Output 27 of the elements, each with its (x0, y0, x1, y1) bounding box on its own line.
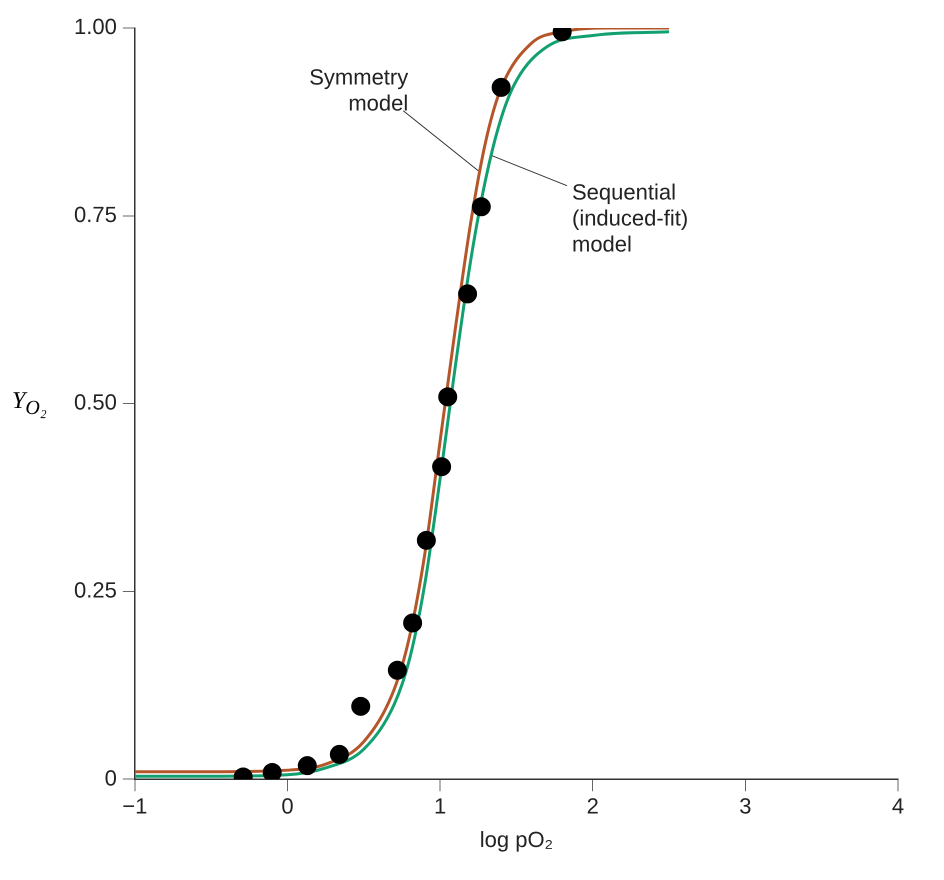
point (262, 762, 282, 780)
point (330, 744, 349, 764)
point (403, 613, 422, 632)
y-tick-label: 0.25 (74, 577, 117, 602)
x-tick-label: 3 (739, 793, 752, 818)
point (458, 284, 478, 304)
point (492, 78, 511, 97)
x-tick-label: 4 (892, 793, 904, 818)
point (438, 387, 458, 406)
y-axis-title: Y$_{O₂}$ (12, 388, 47, 420)
point (416, 530, 436, 550)
point (432, 457, 452, 476)
y-tick-label: 1.00 (74, 14, 117, 40)
y-tick-label: 0 (104, 765, 117, 790)
annotation: Symmetry model (309, 64, 408, 116)
point (472, 197, 491, 216)
y-tick-label: 0.50 (74, 390, 117, 415)
point (298, 756, 317, 776)
point (388, 660, 407, 680)
x-tick-label: −1 (122, 793, 148, 818)
point (351, 696, 370, 716)
x-tick-label: 1 (434, 793, 446, 818)
y-tick-label: 0.75 (74, 202, 117, 227)
x-tick-label: 2 (586, 793, 599, 818)
x-tick-label: 0 (281, 793, 294, 818)
annotation: Sequential (induced-fit) model (572, 180, 688, 257)
x-axis-title: log pO₂ (480, 826, 554, 852)
